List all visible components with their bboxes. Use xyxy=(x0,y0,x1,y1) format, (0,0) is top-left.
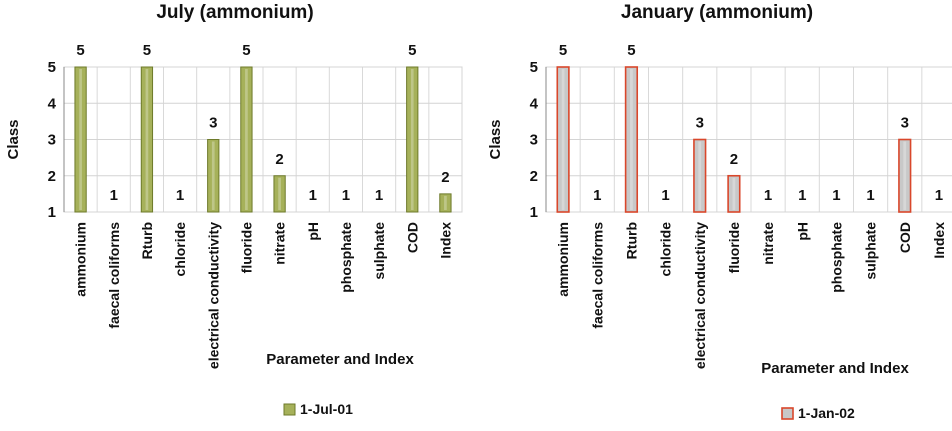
x-tick-label: sulphate xyxy=(371,222,387,280)
x-tick-label: Rturb xyxy=(139,222,155,259)
y-tick-label: 1 xyxy=(48,204,56,221)
data-label: 1 xyxy=(661,187,669,204)
chart-svg: 1 2 3 4 5 Class 5 1 5 1 3 5 2 1 1 1 5 2 ammonium faecal col… xyxy=(5,42,463,417)
data-label: 1 xyxy=(935,187,943,204)
legend: 1-Jul-01 xyxy=(283,401,353,417)
legend-swatch xyxy=(781,407,794,420)
data-label: 5 xyxy=(559,42,567,59)
data-label: 2 xyxy=(730,151,738,168)
legend-swatch xyxy=(283,403,296,416)
x-tick-label: sulphate xyxy=(863,222,879,280)
legend-label: 1-Jan-02 xyxy=(798,405,855,421)
x-tick-label: pH xyxy=(305,222,321,241)
x-tick-label: Index xyxy=(931,222,947,259)
data-label: 1 xyxy=(309,187,317,204)
x-tick-label: Index xyxy=(437,222,453,259)
x-tick-label: nitrate xyxy=(760,222,776,265)
y-tick-label: 5 xyxy=(530,59,538,76)
legend: 1-Jan-02 xyxy=(781,405,855,421)
x-tick-label: COD xyxy=(404,222,420,253)
x-axis-title: Parameter and Index xyxy=(761,360,909,377)
y-tick-label: 4 xyxy=(48,95,57,112)
data-label: 1 xyxy=(798,187,806,204)
x-tick-label: pH xyxy=(794,222,810,241)
data-label: 5 xyxy=(76,42,84,59)
y-axis-title: Class xyxy=(487,119,504,159)
x-tick-label: COD xyxy=(897,222,913,253)
data-label: 3 xyxy=(901,115,909,132)
bar xyxy=(439,193,452,213)
x-tick-label: electrical conductivity xyxy=(692,222,708,369)
x-tick-label: chloride xyxy=(172,222,188,277)
data-label: 3 xyxy=(696,115,704,132)
bar xyxy=(727,174,741,213)
chart-title: January (ammonium) xyxy=(620,2,814,23)
bar xyxy=(693,138,707,213)
data-label: 1 xyxy=(375,187,383,204)
data-label: 2 xyxy=(275,151,283,168)
bar xyxy=(624,66,639,213)
x-tick-label: electrical conductivity xyxy=(205,222,221,369)
data-label: 1 xyxy=(110,187,118,204)
y-tick-label: 3 xyxy=(48,132,56,149)
chart-january: January (ammonium) 1 2 3 4 5 Class 5 1 5 1 3 2 1 1 1 1 3… xyxy=(482,0,952,426)
bar xyxy=(240,66,253,213)
bar xyxy=(140,66,154,213)
y-tick-label: 2 xyxy=(530,168,538,185)
chart-title: July (ammonium) xyxy=(156,2,314,23)
bar xyxy=(556,66,570,213)
data-label: 1 xyxy=(764,187,772,204)
data-label: 3 xyxy=(209,115,217,132)
x-tick-label: faecal coliforms xyxy=(106,222,122,329)
x-tick-label: ammonium xyxy=(73,222,89,297)
bar xyxy=(74,66,87,213)
data-label: 5 xyxy=(627,42,635,59)
legend-label: 1-Jul-01 xyxy=(300,401,353,417)
data-label: 1 xyxy=(832,187,840,204)
x-tick-label: Rturb xyxy=(623,222,639,259)
chart-svg: 1 2 3 4 5 Class 5 1 5 1 3 2 1 1 1 1 3 1 ammonium faecal col… xyxy=(487,42,952,421)
data-label: 2 xyxy=(441,169,449,186)
data-label: 5 xyxy=(408,42,416,59)
chart-july: July (ammonium) 1 2 3 4 5 Class 5 1 5 1 3 5 2 1 1 1 5 2 am… xyxy=(0,0,470,426)
x-tick-label: nitrate xyxy=(272,222,288,265)
x-tick-label: phosphate xyxy=(828,222,844,293)
bar xyxy=(207,139,220,213)
x-tick-label: fluoride xyxy=(726,222,742,274)
y-tick-label: 2 xyxy=(48,168,56,185)
data-label: 1 xyxy=(342,187,350,204)
y-axis-title: Class xyxy=(5,119,22,159)
data-label: 5 xyxy=(242,42,250,59)
y-tick-label: 4 xyxy=(530,95,539,112)
x-tick-label: ammonium xyxy=(555,222,571,297)
x-tick-label: chloride xyxy=(658,222,674,277)
x-tick-label: phosphate xyxy=(338,222,354,293)
bar xyxy=(406,66,419,213)
x-tick-label: fluoride xyxy=(238,222,254,274)
data-label: 1 xyxy=(866,187,874,204)
bar xyxy=(898,138,912,213)
bar xyxy=(273,175,286,213)
data-label: 1 xyxy=(176,187,184,204)
y-tick-label: 3 xyxy=(530,132,538,149)
x-tick-label: faecal coliforms xyxy=(589,222,605,329)
x-axis-title: Parameter and Index xyxy=(266,351,414,368)
data-label: 1 xyxy=(593,187,601,204)
y-tick-label: 1 xyxy=(530,204,538,221)
data-label: 5 xyxy=(143,42,151,59)
y-tick-label: 5 xyxy=(48,59,56,76)
